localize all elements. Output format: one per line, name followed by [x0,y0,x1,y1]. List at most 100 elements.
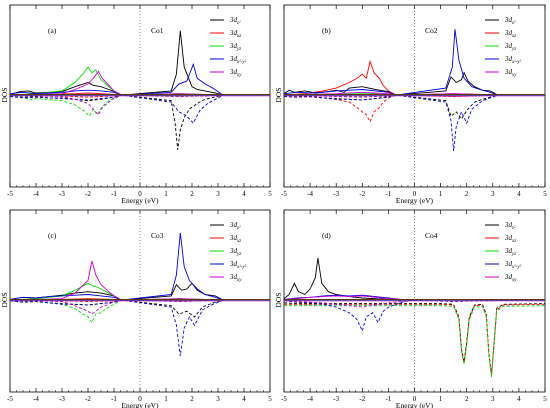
x-tick-label: 4 [517,395,521,403]
x-tick-label: 3 [216,395,220,403]
x-tick-label: -3 [333,395,339,403]
legend-label: 3dz² [504,16,516,26]
y-axis-label: DOS [0,293,9,308]
panel-co1: -5 -4 -3 -2 -1 0 1 2 3 4 5 Energy (eV) DOS (a) Co1 3dz²… [0,4,272,205]
x-tick-label: 2 [465,395,469,403]
x-tick-label: 5 [543,190,547,198]
x-axis-label: Energy (eV) [121,196,159,205]
x-tick-label: -1 [111,395,117,403]
x-tick-label: 0 [138,395,142,403]
x-tick-label: -2 [359,395,365,403]
x-tick-label: 4 [242,190,246,198]
x-tick-label: -2 [85,190,91,198]
legend-label: 3dyz [504,247,516,257]
legend-label: 3dz² [229,16,241,26]
legend-label: 3dx²-y² [229,55,247,65]
x-axis-label: Energy (eV) [121,401,159,408]
x-axis-label: Energy (eV) [396,401,434,408]
curve-up-3dxy [284,29,499,96]
panel-label: (b) [322,26,331,35]
atom-label: Co3 [151,231,164,240]
legend-label: 3dyz [229,42,241,52]
curves [10,232,224,357]
x-tick-label: -5 [281,190,287,198]
x-tick-label: 1 [439,395,443,403]
x-tick-label: 1 [164,395,168,403]
curve-up-3dxy [10,260,224,301]
curve-up-3dz [10,30,224,96]
x-tick-label: -3 [333,190,339,198]
legend-label: 3dxz [504,29,516,39]
legend-label: 3dxy [504,68,517,78]
x-tick-label: 3 [491,190,495,198]
x-tick-label: -3 [59,190,65,198]
x-tick-label: -1 [111,190,117,198]
legend-label: 3dxz [504,234,516,244]
x-tick-label: -4 [33,190,39,198]
curve-down-3dyz [284,305,545,378]
curves [10,30,224,150]
x-tick-label: -1 [385,190,391,198]
curve-down-3dxy [10,94,224,116]
curve-up-3dxy [284,295,415,301]
curve-down-3dxy [10,94,224,124]
x-tick-label: -5 [7,190,13,198]
x-tick-label: 3 [491,395,495,403]
x-tick-label: 0 [413,190,417,198]
atom-label: Co4 [425,231,438,240]
legend-label: 3dx²-y² [504,260,522,270]
x-tick-label: -4 [307,395,313,403]
curve-down-3dyz [10,94,224,117]
x-tick-label: 4 [242,395,246,403]
x-tick-label: -3 [59,395,65,403]
atom-label: Co1 [151,26,164,35]
legend-label: 3dxy [229,68,242,78]
panel-label: (c) [48,231,57,240]
legend-label: 3dxz [229,234,241,244]
curve-down-3dxy [10,299,224,315]
curves [284,29,499,152]
y-axis-label: DOS [274,293,283,308]
x-tick-label: -4 [307,190,313,198]
panel-co3: -5 -4 -3 -2 -1 0 1 2 3 4 5 Energy (eV) DOS (c) Co3 3dz²… [0,209,272,408]
curves [284,258,545,378]
curve-down-3dz [10,94,224,150]
x-tick-label: 2 [190,395,194,403]
legend-label: 3dxz [229,29,241,39]
curve-up-3dxz [284,59,499,96]
x-tick-label: 5 [268,395,272,403]
x-tick-label: 2 [190,190,194,198]
x-tick-label: 4 [517,190,521,198]
curve-down-3dz [284,94,499,120]
panel-label: (d) [322,231,331,240]
x-tick-label: 2 [465,190,469,198]
x-axis-label: Energy (eV) [396,196,434,205]
x-tick-label: 3 [216,190,220,198]
curve-down-3dz [10,299,224,318]
x-tick-label: -1 [385,395,391,403]
curve-down-3dxy [284,299,545,333]
x-tick-label: -2 [359,190,365,198]
legend-label: 3dz² [504,221,516,231]
x-tick-label: 1 [439,190,443,198]
curve-up-3dz [284,258,415,301]
x-tick-label: 5 [268,190,272,198]
legend-label: 3dx²-y² [229,260,247,270]
curve-down-3dxy [10,299,224,357]
x-tick-label: 0 [413,395,417,403]
panel-label: (a) [48,26,57,35]
x-tick-label: -5 [7,395,13,403]
curve-down-3dxy [284,94,499,152]
x-tick-label: 0 [138,190,142,198]
curve-up-3dxy [10,62,224,96]
y-axis-label: DOS [274,88,283,103]
x-tick-label: -2 [85,395,91,403]
x-tick-label: -4 [33,395,39,403]
panel-co2: -5 -4 -3 -2 -1 0 1 2 3 4 5 Energy (eV) DOS (b) Co2 3dz²… [274,4,547,205]
legend-label: 3dyz [229,247,241,257]
x-tick-label: 1 [164,190,168,198]
curve-down-3dxz [284,94,499,123]
legend-label: 3dyz [504,42,516,52]
curve-up-3dyz [10,66,224,96]
